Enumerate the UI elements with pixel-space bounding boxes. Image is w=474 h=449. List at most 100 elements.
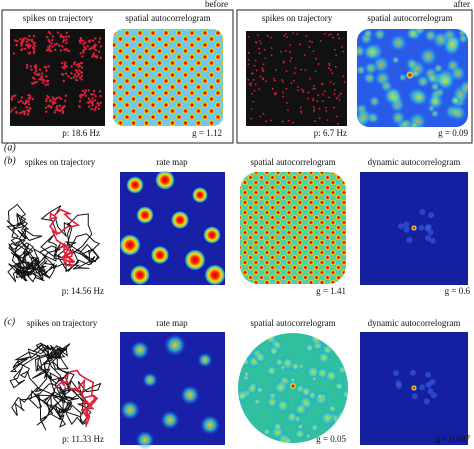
image-title: spikes on trajectory bbox=[27, 318, 98, 328]
spike bbox=[82, 43, 85, 46]
spike bbox=[78, 105, 81, 108]
spike bbox=[17, 100, 20, 104]
spike bbox=[72, 62, 76, 66]
spike bbox=[65, 41, 68, 45]
spike bbox=[319, 40, 322, 42]
spike bbox=[294, 67, 297, 70]
spike bbox=[62, 79, 65, 83]
spike bbox=[281, 120, 284, 123]
spike bbox=[77, 62, 80, 66]
rate-label: p: 11.33 Hz bbox=[62, 434, 104, 444]
spike bbox=[34, 67, 37, 70]
spike bbox=[317, 63, 320, 65]
gridness-label: g = 0.05 bbox=[316, 434, 346, 444]
spike bbox=[307, 91, 310, 94]
spike bbox=[79, 41, 82, 44]
spike bbox=[77, 69, 81, 72]
field bbox=[203, 226, 221, 244]
spike bbox=[47, 65, 51, 68]
spike bbox=[290, 57, 293, 59]
blob bbox=[337, 365, 348, 375]
image-title: rate map bbox=[156, 318, 188, 328]
spike bbox=[316, 100, 319, 103]
spike bbox=[61, 61, 64, 65]
spike bbox=[61, 45, 64, 48]
blob bbox=[254, 351, 267, 364]
spike bbox=[282, 61, 285, 64]
image-title: spatial autocorrelogram bbox=[125, 13, 210, 23]
spike bbox=[254, 59, 257, 62]
spike bbox=[87, 97, 91, 100]
peak bbox=[406, 71, 414, 79]
spike bbox=[28, 38, 31, 42]
spike bbox=[99, 56, 102, 60]
spike bbox=[18, 111, 22, 115]
spike bbox=[304, 69, 307, 71]
spike bbox=[313, 108, 316, 111]
field bbox=[130, 265, 150, 285]
spike bbox=[25, 63, 29, 67]
blob bbox=[363, 29, 374, 39]
spike bbox=[262, 70, 265, 73]
field bbox=[164, 334, 186, 356]
blob bbox=[262, 427, 272, 437]
spike bbox=[271, 87, 274, 90]
blob bbox=[341, 388, 348, 401]
spike bbox=[26, 44, 30, 47]
spike bbox=[258, 52, 261, 55]
spike bbox=[286, 102, 288, 104]
spike bbox=[53, 43, 56, 46]
spike bbox=[78, 100, 82, 103]
spike bbox=[33, 49, 36, 53]
spike bbox=[312, 88, 315, 90]
spike bbox=[250, 72, 253, 75]
spike bbox=[35, 80, 38, 84]
spike bbox=[303, 54, 306, 56]
spike bbox=[53, 101, 56, 104]
spike bbox=[86, 45, 89, 48]
image-title: rate map bbox=[156, 157, 188, 167]
spike bbox=[330, 33, 332, 36]
blob bbox=[300, 385, 313, 398]
spike bbox=[65, 38, 68, 42]
spike bbox=[313, 84, 315, 87]
spike bbox=[50, 106, 53, 109]
spike bbox=[64, 61, 67, 64]
spike bbox=[247, 51, 250, 54]
spike bbox=[51, 35, 55, 38]
spike bbox=[335, 115, 338, 118]
spike bbox=[80, 93, 83, 96]
blob bbox=[449, 104, 467, 122]
spike bbox=[253, 89, 256, 92]
spike bbox=[64, 99, 67, 103]
spike bbox=[47, 30, 50, 34]
blob bbox=[265, 395, 279, 409]
spike bbox=[80, 74, 84, 78]
spike bbox=[311, 41, 313, 44]
field bbox=[135, 430, 155, 449]
spike bbox=[262, 113, 265, 115]
spike bbox=[250, 82, 253, 85]
blob bbox=[335, 410, 348, 423]
spike bbox=[87, 105, 91, 108]
spike bbox=[14, 106, 17, 109]
spike bbox=[46, 35, 49, 39]
spike bbox=[302, 89, 305, 92]
gridness-label: g = 1.12 bbox=[192, 128, 222, 138]
spike bbox=[323, 32, 326, 35]
spike bbox=[331, 72, 334, 75]
spike bbox=[84, 47, 87, 51]
field bbox=[184, 249, 206, 271]
blob bbox=[410, 88, 429, 107]
peak bbox=[411, 385, 417, 391]
spike bbox=[296, 33, 299, 36]
spike bbox=[58, 104, 62, 108]
spike bbox=[45, 99, 48, 103]
spike bbox=[94, 44, 97, 47]
spike bbox=[247, 59, 250, 61]
spike bbox=[70, 65, 73, 68]
blob bbox=[253, 397, 262, 406]
spike bbox=[333, 93, 336, 95]
blob bbox=[265, 364, 278, 377]
blob bbox=[403, 226, 410, 233]
